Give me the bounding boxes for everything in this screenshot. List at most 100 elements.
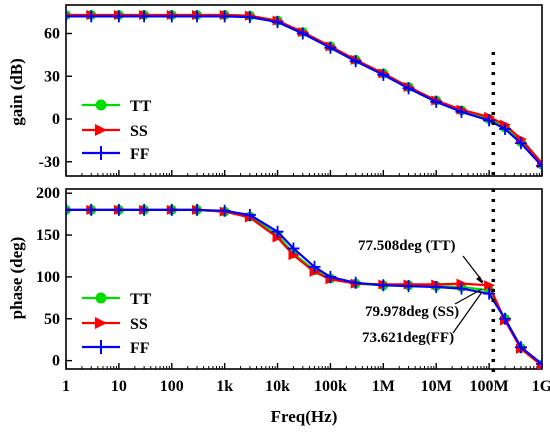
phase-legend-tt-marker <box>95 292 107 304</box>
phase-series-ff-point <box>287 242 300 255</box>
phase-series-ff-point <box>514 341 527 354</box>
phase-x-ticks: 1 10 100 1k 10k 100k 1M 10M 100M 1G <box>62 363 550 395</box>
gain-series-tt-line <box>66 13 542 166</box>
gain-series-ff-point <box>499 122 512 135</box>
gain-series-ff-point <box>483 114 496 127</box>
gain-y-tick-label: -30 <box>39 154 60 171</box>
x-tick-label: 100k <box>314 378 347 395</box>
x-tick-label: 1M <box>372 378 395 395</box>
phase-y-tick-label: 0 <box>52 353 60 370</box>
gain-series-ff-point <box>66 10 72 23</box>
phase-legend-ff: FF <box>82 340 150 357</box>
gain-series-ss-line <box>66 13 542 164</box>
gain-series-ff-point <box>85 10 98 23</box>
gain-y-ticks: 60 30 0 -30 <box>39 26 72 171</box>
gain-legend-tt-marker <box>95 99 107 111</box>
gain-series-ff-point <box>324 41 337 54</box>
x-tick-label: 1G <box>532 378 550 395</box>
gain-x-ticks <box>65 170 543 176</box>
gain-series-ff-point <box>243 11 256 24</box>
x-tick-label: 100 <box>160 378 184 395</box>
phase-series-ff-point <box>324 270 337 283</box>
gain-legend-ff: FF <box>82 146 150 163</box>
gain-legend-ff-label: FF <box>130 146 150 163</box>
phase-series-ff-point <box>165 203 178 216</box>
annotation-ss: 79.978deg (SS) <box>365 304 459 320</box>
annotation-ff-arrow <box>452 291 483 334</box>
phase-series-ss-point <box>288 250 300 261</box>
phase-plot-frame <box>65 188 543 370</box>
phase-series-ff-point <box>112 203 125 216</box>
gain-series-ff-point <box>455 105 468 118</box>
gain-legend-tt-label: TT <box>130 98 152 115</box>
gain-series-ff-line <box>66 15 542 167</box>
gain-series-ff-point <box>377 68 390 81</box>
gain-curves <box>66 9 542 173</box>
phase-curves <box>66 203 542 369</box>
phase-series-ff-point <box>271 225 284 238</box>
gain-panel: 60 30 0 -30 gain (dB) TT SS FF <box>7 4 543 178</box>
phase-y-tick-label: 200 <box>36 185 60 202</box>
gain-series-ff-point <box>296 27 309 40</box>
x-tick-label: 1k <box>216 378 233 395</box>
phase-series-ff-point <box>402 280 415 293</box>
x-tick-label: 10k <box>265 378 290 395</box>
x-tick-label: 1 <box>62 378 70 395</box>
gain-legend-ss-marker <box>95 124 107 136</box>
annotation-ss-arrow <box>454 288 483 305</box>
phase-y-ticks: 200 150 100 50 0 <box>36 185 72 370</box>
gain-series-ff-point <box>191 10 204 23</box>
phase-series-ff-point <box>85 203 98 216</box>
phase-series-ff-point <box>349 276 362 289</box>
gain-series-ff-point <box>112 10 125 23</box>
phase-legend: TT SS FF <box>82 291 152 357</box>
gain-series-ff-point <box>165 10 178 23</box>
gain-y-tick-label: 60 <box>44 26 60 43</box>
phase-series-ff-point <box>430 280 443 293</box>
gain-series-ff-point <box>271 16 284 29</box>
phase-series-ff-point <box>499 312 512 325</box>
phase-series-ff-point <box>191 203 204 216</box>
x-tick-label: 10M <box>421 378 452 395</box>
gain-legend-ss: SS <box>82 123 148 140</box>
x-tick-label: 10 <box>111 378 127 395</box>
gain-legend-tt: TT <box>82 98 152 115</box>
phase-legend-ss-label: SS <box>130 316 148 333</box>
phase-axis-label: phase (deg) <box>7 237 26 320</box>
phase-series-ff-point <box>243 208 256 221</box>
phase-series-ff-point <box>455 282 468 295</box>
gain-plot-frame <box>65 4 543 177</box>
phase-legend-ff-label: FF <box>130 340 150 357</box>
phase-series-ff-point <box>536 357 542 369</box>
gain-series-ff-point <box>349 55 362 68</box>
phase-y-tick-label: 50 <box>44 311 60 328</box>
phase-legend-tt: TT <box>82 291 152 308</box>
gain-series-ff-point <box>536 160 542 173</box>
phase-series-ff-point <box>218 204 231 217</box>
gain-legend: TT SS FF <box>82 98 152 163</box>
x-axis-label: Freq(Hz) <box>271 407 338 426</box>
annotation-ff: 73.621deg(FF) <box>362 330 454 346</box>
annotation-tt-arrowhead <box>476 276 483 284</box>
phase-series-ss-point <box>484 280 496 291</box>
gain-series-ff-point <box>218 10 231 23</box>
phase-series-ff-point <box>138 203 151 216</box>
phase-series-ff-point <box>483 287 496 300</box>
gain-series-ff-point <box>402 82 415 95</box>
x-tick-label: 100M <box>470 378 509 395</box>
phase-annotations: 77.508deg (TT) 79.978deg (SS) 73.621deg(… <box>358 238 484 346</box>
gain-series-ff-point <box>430 95 443 108</box>
phase-y-tick-label: 150 <box>36 227 60 244</box>
phase-series-ff-point <box>66 203 72 216</box>
gain-y-tick-label: 30 <box>44 68 60 85</box>
phase-legend-tt-label: TT <box>130 291 152 308</box>
phase-legend-ss: SS <box>82 316 148 333</box>
phase-legend-ss-marker <box>95 317 107 329</box>
gain-series-ff-point <box>138 10 151 23</box>
gain-legend-ss-label: SS <box>130 123 148 140</box>
phase-series-ff-point <box>377 279 390 292</box>
annotation-tt: 77.508deg (TT) <box>358 238 456 254</box>
gain-series-ff-point <box>514 137 527 150</box>
